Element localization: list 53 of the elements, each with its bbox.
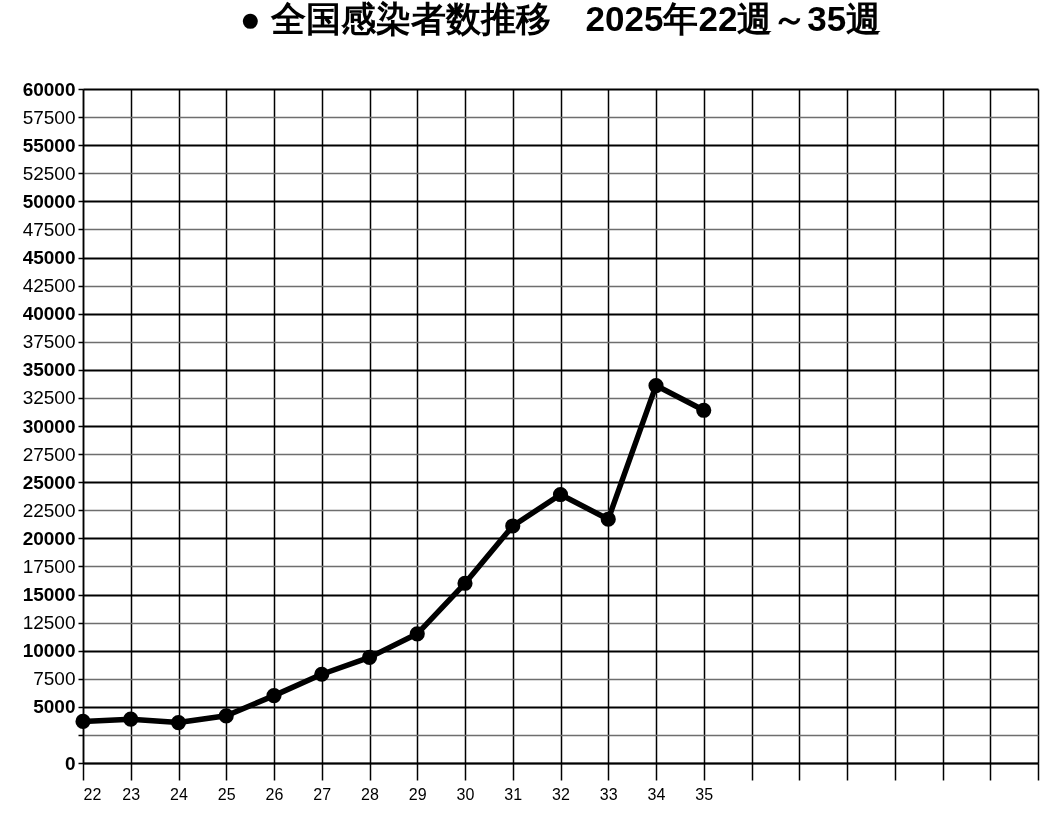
x-tick-label: 26 xyxy=(265,785,284,803)
x-tick-label: 27 xyxy=(313,785,332,803)
y-tick-label: 0 xyxy=(64,752,76,774)
x-tick-label: 31 xyxy=(504,785,523,803)
x-tick-label: 35 xyxy=(695,785,714,803)
y-tick-label: 12500 xyxy=(22,612,76,634)
y-tick-label: 47500 xyxy=(22,218,76,240)
y-tick-label: 35000 xyxy=(22,359,76,381)
x-tick-label: 30 xyxy=(456,785,475,803)
chart-title: ● 全国感染者数推移 2025年22週～35週 xyxy=(239,0,882,38)
x-tick-label: 32 xyxy=(552,785,570,803)
x-tick-label: 22 xyxy=(83,785,102,803)
y-tick-label: 37500 xyxy=(22,331,76,353)
point xyxy=(314,666,330,682)
point xyxy=(552,486,569,503)
y-tick-label: 15000 xyxy=(22,584,76,605)
x-tick-label: 25 xyxy=(217,785,236,803)
x-tick-label: 23 xyxy=(122,785,141,803)
y-tick-label: 40000 xyxy=(22,303,76,325)
point xyxy=(648,377,664,394)
y-tick-label: 42500 xyxy=(22,275,76,297)
point xyxy=(266,688,282,704)
x-tick-label: 24 xyxy=(170,785,188,803)
point xyxy=(361,649,378,665)
y-tick-label: 10000 xyxy=(22,640,76,662)
y-tick-label: 57500 xyxy=(22,106,76,128)
y-tick-label: 50000 xyxy=(22,190,76,212)
y-tick-label: 55000 xyxy=(22,134,76,156)
point xyxy=(457,575,473,591)
y-tick-label: 25000 xyxy=(22,471,76,493)
point xyxy=(505,518,521,534)
x-tick-label: 33 xyxy=(599,785,618,803)
y-tick-label: 60000 xyxy=(22,78,76,100)
y-tick-label: 22500 xyxy=(22,499,76,521)
y-tick-label: 20000 xyxy=(22,527,76,549)
x-tick-label: 34 xyxy=(647,785,666,803)
point xyxy=(409,626,425,642)
point xyxy=(170,714,187,731)
y-tick-label: 30000 xyxy=(22,415,76,437)
y-tick-label: 17500 xyxy=(22,555,76,577)
y-tick-label: 27500 xyxy=(22,443,76,465)
x-tick-label: 29 xyxy=(408,785,427,803)
point xyxy=(218,708,234,724)
point xyxy=(75,713,91,729)
point xyxy=(600,511,616,527)
y-tick-label: 7500 xyxy=(33,668,76,690)
point xyxy=(123,711,139,727)
x-tick-label: 28 xyxy=(361,785,379,803)
point xyxy=(696,402,712,418)
y-tick-label: 52500 xyxy=(22,162,76,184)
y-tick-label: 32500 xyxy=(22,387,76,409)
y-tick-label: 45000 xyxy=(22,247,76,268)
y-tick-label: 5000 xyxy=(33,696,76,718)
